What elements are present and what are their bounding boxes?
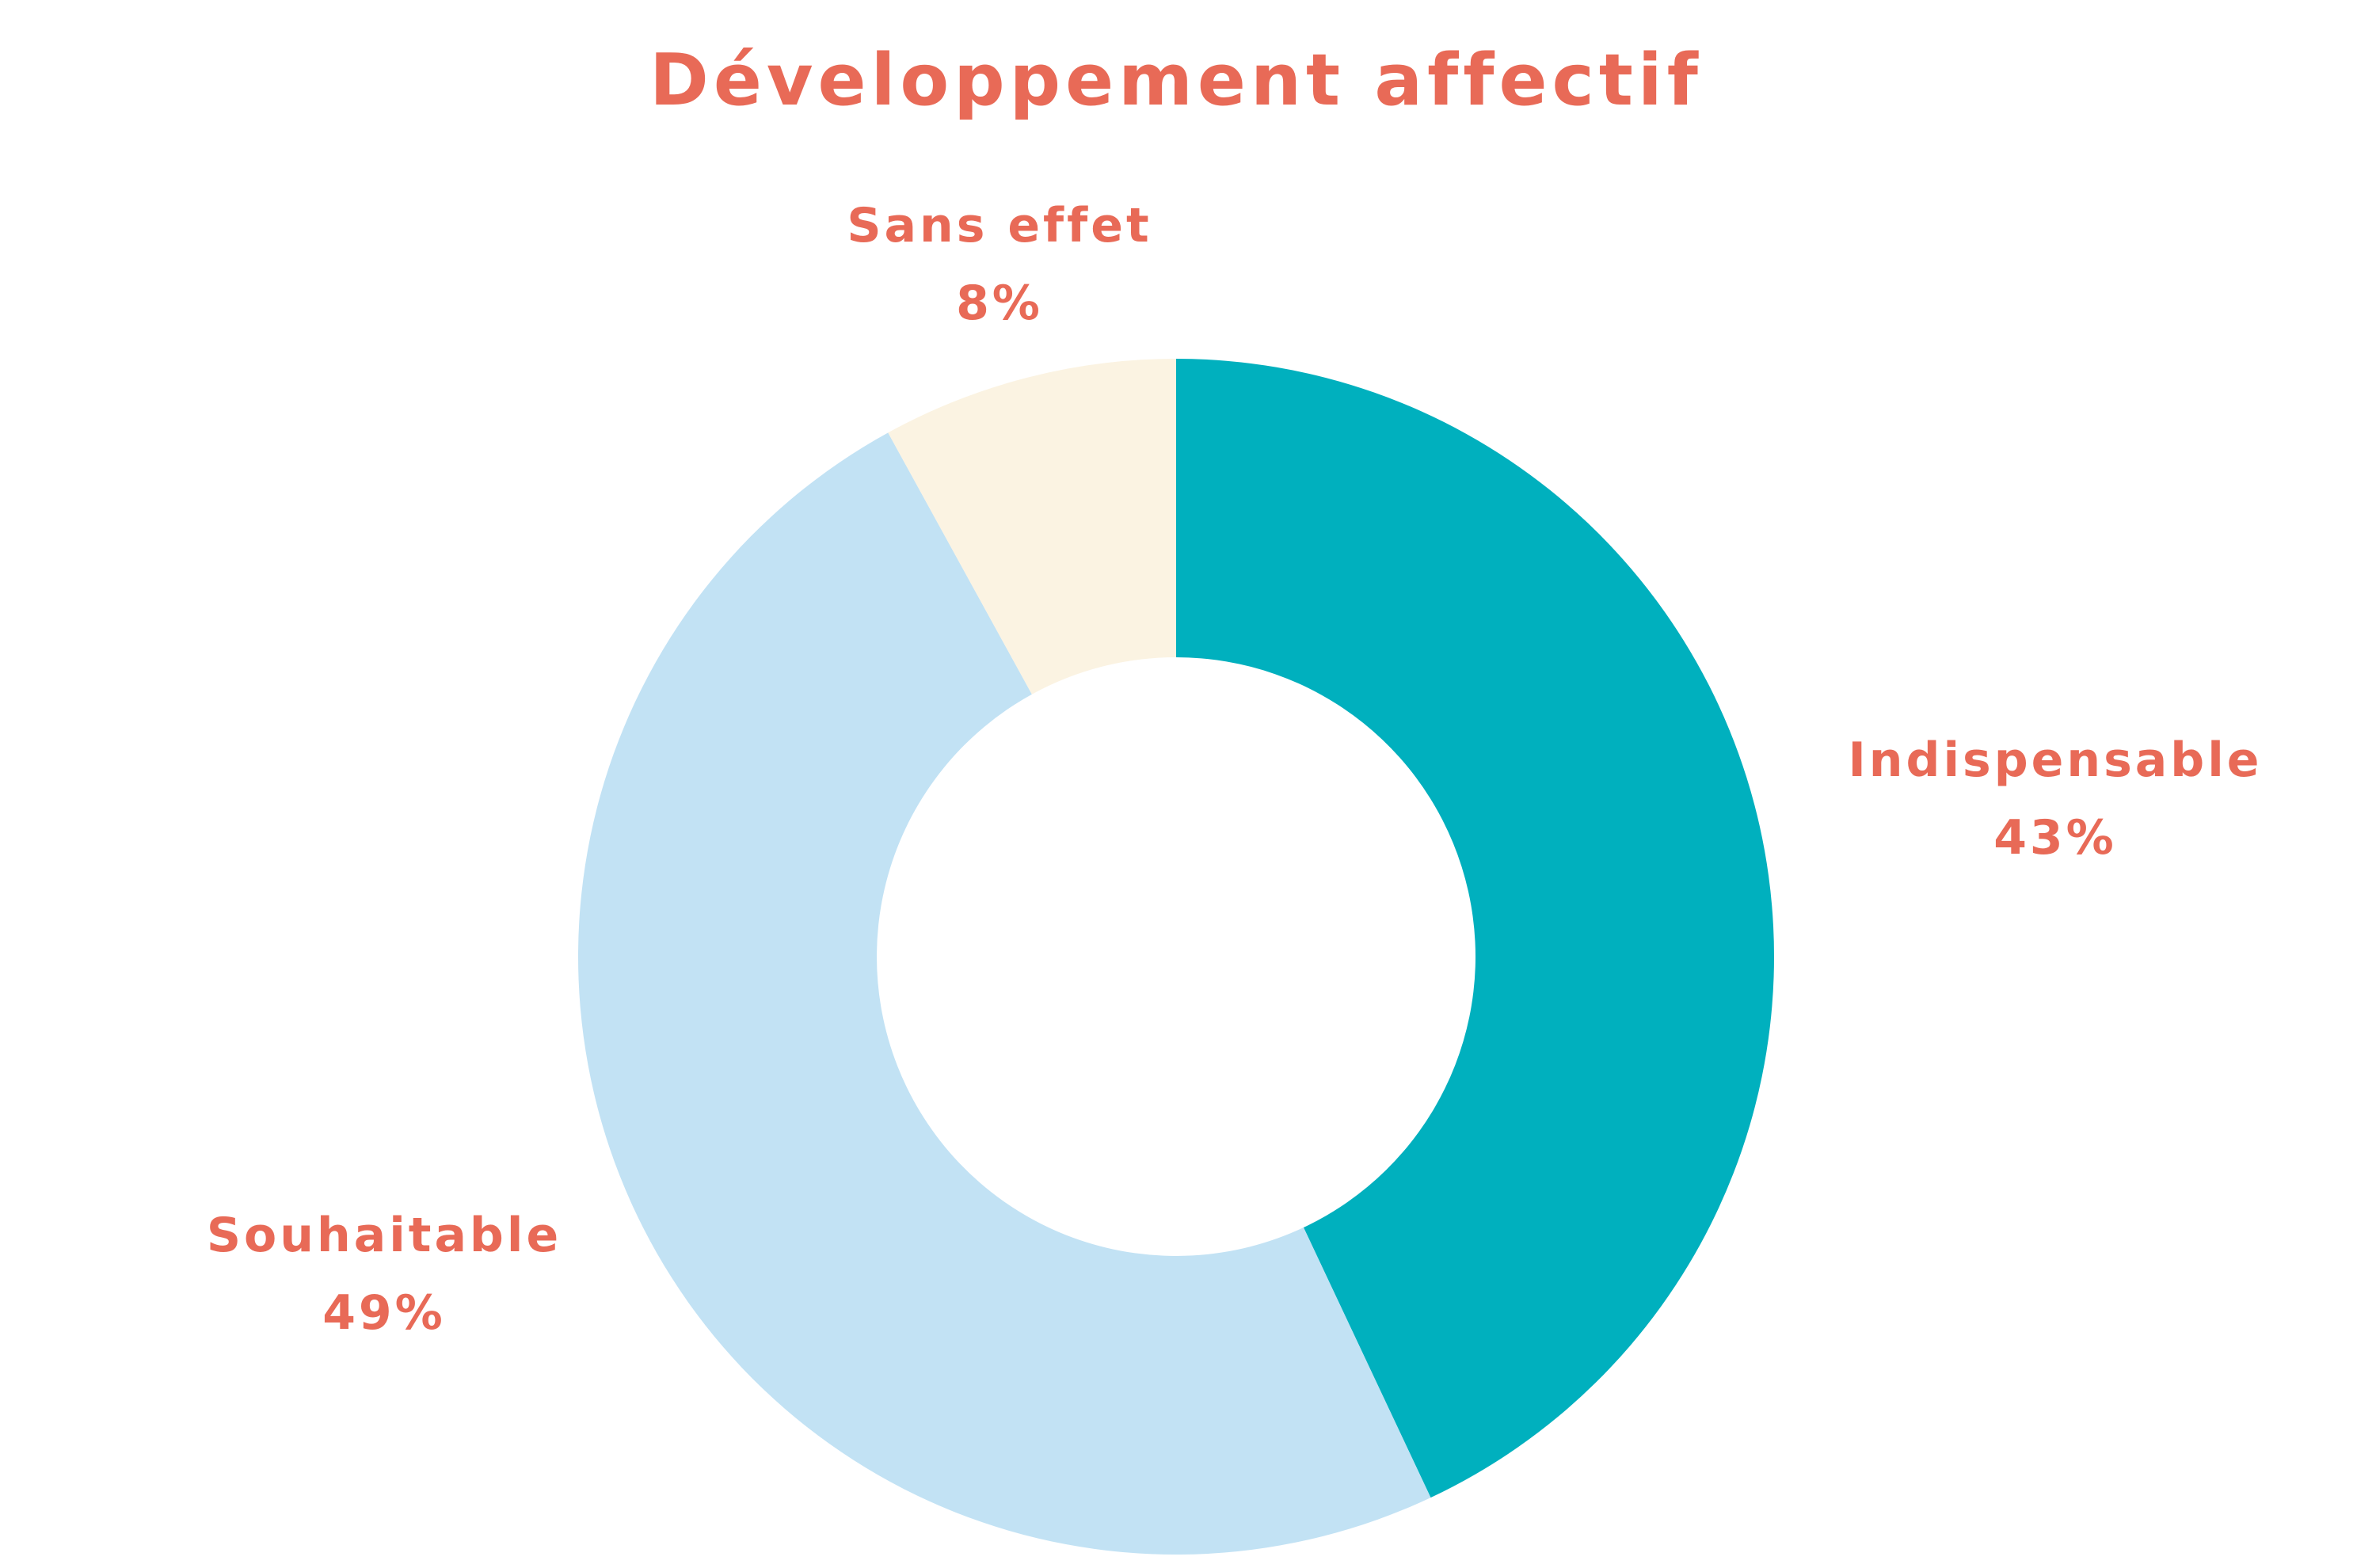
slice-label-indispensable: Indispensable bbox=[1848, 733, 2262, 788]
slice-sans-effet bbox=[888, 359, 1176, 695]
slice-value-sans-effet: 8% bbox=[956, 276, 1043, 331]
slices-group bbox=[578, 359, 1775, 1555]
chart-title: Développement affectif bbox=[649, 39, 1703, 122]
slice-label-souhaitable: Souhaitable bbox=[207, 1208, 562, 1263]
slice-souhaitable bbox=[578, 432, 1431, 1555]
slice-value-indispensable: 43% bbox=[1993, 810, 2117, 866]
slice-label-sans-effet: Sans effet bbox=[847, 198, 1152, 253]
slice-indispensable bbox=[1176, 359, 1775, 1498]
slice-value-souhaitable: 49% bbox=[322, 1285, 446, 1341]
labels-group: Indispensable 43% Souhaitable 49% Sans effet… bbox=[207, 198, 2262, 1341]
